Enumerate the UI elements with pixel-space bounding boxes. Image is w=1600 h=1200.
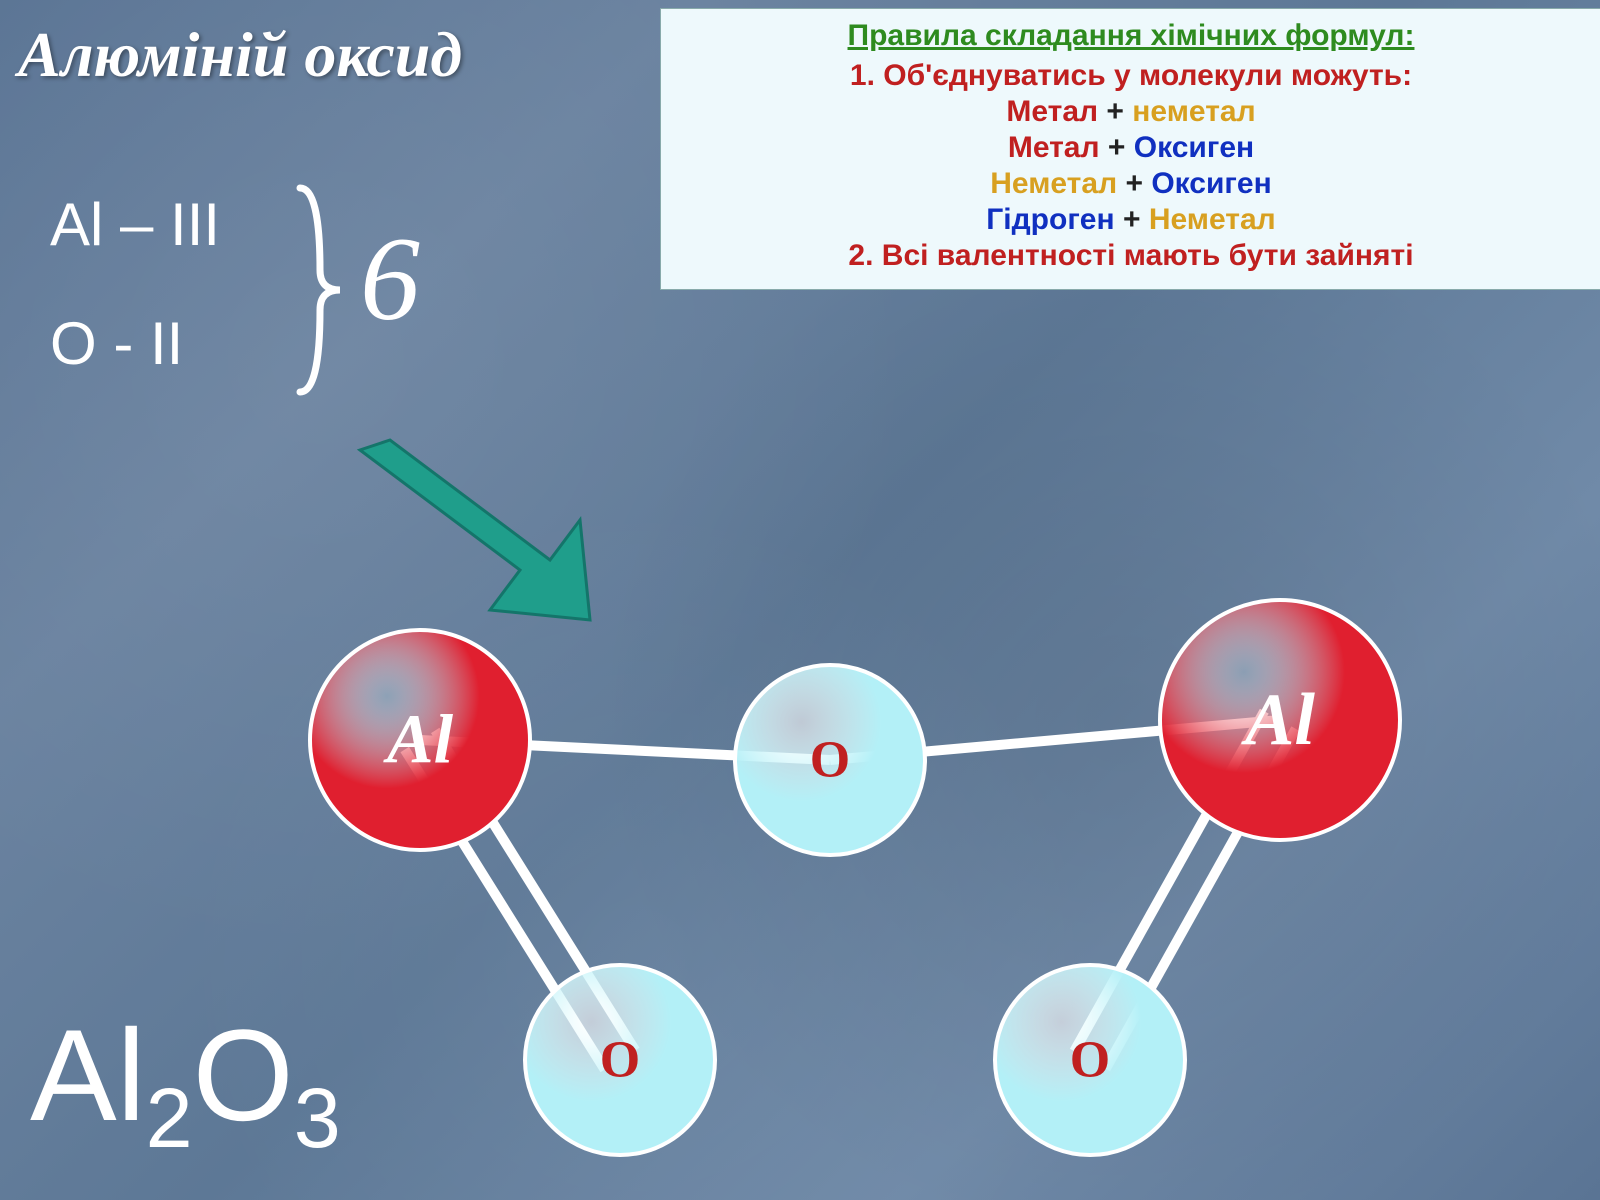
atom-label-o_r: O <box>1070 1032 1110 1089</box>
arrow-icon <box>360 440 590 620</box>
rules-box: Правила складання хімічних формул: 1. Об… <box>660 8 1600 290</box>
atom-al1: Al <box>310 630 530 850</box>
atom-label-al2: Al <box>1241 679 1315 761</box>
rules-pair-2: Неметал + Оксиген <box>681 167 1581 201</box>
valence-line-o: O - II <box>50 309 220 378</box>
valence-line-al: Al – III <box>50 190 220 259</box>
valence-block: Al – III O - II <box>50 190 220 378</box>
rules-pair-0: Метал + неметал <box>681 95 1581 129</box>
rules-rule2: 2. Всі валентності мають бути зайняті <box>681 239 1581 273</box>
chemical-formula: Al2O3 <box>30 1000 341 1167</box>
atom-label-o_l: O <box>600 1032 640 1089</box>
rules-pairs: Метал + неметалМетал + ОксигенНеметал + … <box>681 95 1581 237</box>
atom-o_r: O <box>995 965 1185 1155</box>
atom-al2: Al <box>1160 600 1400 840</box>
brace-svg <box>290 180 350 400</box>
atom-o_mid: O <box>735 665 925 855</box>
rules-pair-1: Метал + Оксиген <box>681 131 1581 165</box>
rules-pair-3: Гідроген + Неметал <box>681 203 1581 237</box>
atom-label-o_mid: O <box>810 732 850 789</box>
rules-rule1-intro: 1. Об'єднуватись у молекули можуть: <box>681 59 1581 93</box>
slide-title: Алюміній оксид <box>18 18 462 92</box>
atom-o_l: O <box>525 965 715 1155</box>
lcm-number: 6 <box>360 210 420 348</box>
slide-stage: Алюміній оксид Al – III O - II 6 Правила… <box>0 0 1600 1200</box>
atom-label-al1: Al <box>383 702 454 779</box>
rules-title: Правила складання хімічних формул: <box>681 19 1581 53</box>
